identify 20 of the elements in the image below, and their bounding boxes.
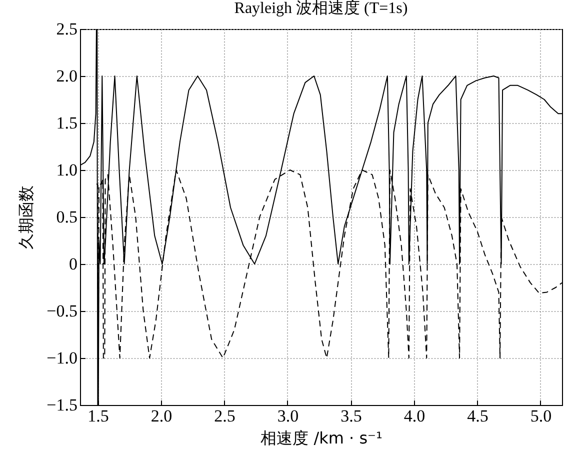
x-tick-label: 4.0	[404, 406, 426, 426]
x-tick-label: 1.5	[88, 406, 109, 426]
x-tick-label: 3.5	[340, 406, 362, 426]
line-series	[80, 29, 562, 405]
y-tick-label: 0.5	[56, 208, 78, 226]
y-tick-label: 1.0	[56, 160, 78, 180]
y-tick-label: −0.5	[46, 302, 78, 320]
x-tick-label: 2.0	[150, 406, 172, 426]
x-tick-label: 3.0	[277, 406, 299, 426]
y-axis-title: 久期函数	[16, 186, 36, 250]
x-axis-title: 相速度 /km · s⁻¹	[260, 428, 382, 448]
y-tick-label: 1.5	[56, 114, 78, 132]
x-tick-label: 5.0	[530, 406, 552, 426]
y-tick-label: −1.0	[46, 348, 78, 368]
y-tick-label: 0	[69, 254, 78, 274]
y-tick-label: 2.0	[56, 66, 78, 86]
x-tick-label: 4.5	[467, 406, 488, 426]
x-tick-label: 2.5	[214, 406, 236, 426]
y-tick-label: −1.5	[46, 396, 78, 414]
y-tick-label: 2.5	[56, 20, 78, 38]
